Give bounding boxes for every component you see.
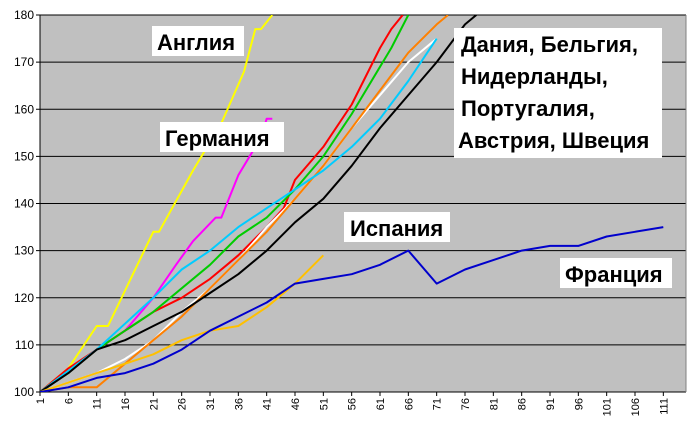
series-label-group-line2: Нидерланды,: [461, 64, 608, 89]
series-group: [40, 15, 664, 392]
series-label-germany-box: [160, 122, 284, 152]
series-label-england: Англия: [157, 30, 235, 55]
series-label-france-box: [560, 258, 672, 288]
x-tick-label: 41: [262, 398, 274, 410]
series-line-1: [40, 15, 274, 392]
x-tick-label: 26: [177, 398, 189, 410]
y-tick-label: 130: [14, 244, 34, 258]
x-tick-label: 111: [658, 398, 670, 415]
series-label-germany: Германия: [165, 126, 270, 151]
x-tick-label: 6: [63, 398, 75, 404]
x-tick-label: 21: [148, 398, 160, 410]
x-tick-label: 96: [573, 398, 585, 410]
y-tick-label: 180: [14, 8, 34, 22]
x-tick-label: 51: [318, 398, 330, 410]
series-label-group-line1: Дания, Бельгия,: [461, 32, 638, 57]
series-label-group-line3: Португалия,: [461, 96, 595, 121]
x-tick-label: 16: [120, 398, 132, 410]
series-line-8: [40, 15, 477, 392]
y-axis-ticks: 100 110 120 130 140 150 160 170 180: [14, 8, 40, 399]
x-tick-label: 106: [630, 398, 642, 416]
y-tick-label: 160: [14, 102, 34, 116]
x-tick-label: 101: [602, 398, 614, 416]
x-tick-label: 66: [403, 398, 415, 410]
x-tick-label: 71: [432, 398, 444, 410]
x-tick-label: 61: [375, 398, 387, 410]
series-label-group-line4: Австрия, Швеция: [458, 128, 649, 153]
series-label-france: Франция: [565, 262, 663, 287]
x-tick-label: 81: [488, 398, 500, 410]
y-tick-label: 170: [14, 55, 34, 69]
y-tick-label: 110: [15, 338, 34, 352]
y-tick-label: 100: [14, 385, 34, 399]
x-tick-label: 46: [290, 398, 302, 410]
x-tick-label: 56: [347, 398, 359, 410]
series-line-5: [40, 37, 438, 392]
x-tick-label: 91: [545, 398, 557, 410]
series-label-england-box: [152, 26, 244, 56]
series-line-7: [40, 38, 438, 392]
series-line-10: [40, 226, 664, 392]
x-tick-label: 36: [233, 398, 245, 410]
x-tick-label: 76: [460, 398, 472, 410]
y-tick-label: 120: [14, 291, 34, 305]
series-label-spain-box: [344, 212, 450, 242]
x-tick-label: 86: [517, 398, 529, 410]
x-tick-label: 11: [92, 398, 104, 409]
series-label-group-box: [454, 28, 662, 158]
y-tick-label: 150: [14, 149, 34, 163]
x-tick-label: 31: [205, 398, 217, 410]
y-tick-label: 140: [14, 197, 34, 211]
series-labels: Англия Германия Дания, Бельгия, Нидерлан…: [152, 26, 672, 288]
x-axis-ticks: 1 6 11 16 21 26 31 36 41 46 51 56 61 66 71 76 81 86 91 96 10…: [35, 392, 670, 416]
series-line-4: [40, 15, 410, 392]
series-label-spain: Испания: [350, 216, 443, 241]
x-tick-label: 1: [35, 398, 47, 404]
